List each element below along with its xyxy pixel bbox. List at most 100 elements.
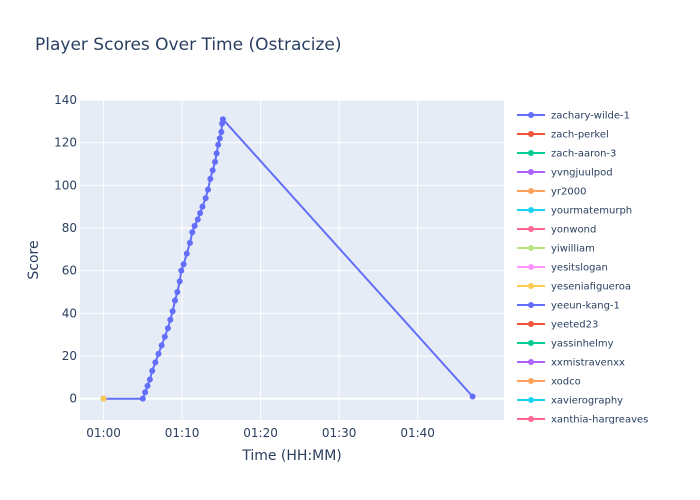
legend-marker: [528, 188, 534, 194]
legend-marker: [528, 378, 534, 384]
legend-label: xanthia-hargreaves: [551, 415, 648, 426]
data-point[interactable]: [178, 267, 185, 274]
data-point[interactable]: [167, 316, 174, 323]
legend-label: xavierography: [551, 396, 623, 407]
y-tick-label: 0: [69, 392, 77, 406]
grid: [80, 99, 504, 420]
legend-marker: [528, 302, 534, 308]
legend-item[interactable]: yr2000: [517, 187, 586, 198]
legend-item[interactable]: xxmistravenxx: [517, 358, 625, 369]
legend-label: zach-perkel: [551, 130, 609, 141]
data-point[interactable]: [219, 116, 226, 123]
legend-item[interactable]: yvngjuulpod: [517, 168, 613, 179]
legend-marker: [528, 207, 534, 213]
x-tick-label: 01:20: [243, 426, 278, 440]
data-point[interactable]: [183, 250, 190, 257]
data-point[interactable]: [212, 158, 219, 165]
legend-item[interactable]: xanthia-hargreaves: [517, 415, 648, 426]
x-tick-label: 01:00: [86, 426, 121, 440]
y-tick-label: 60: [62, 264, 77, 278]
data-point[interactable]: [172, 297, 179, 304]
data-point[interactable]: [209, 167, 216, 174]
data-point[interactable]: [197, 210, 204, 217]
legend-item[interactable]: zachary-wilde-1: [517, 111, 630, 122]
legend-item[interactable]: yassinhelmy: [517, 339, 614, 350]
data-point[interactable]: [191, 222, 198, 229]
data-point[interactable]: [169, 308, 176, 315]
y-tick-label: 140: [54, 93, 77, 107]
data-point[interactable]: [158, 342, 165, 349]
legend-item[interactable]: yeeted23: [517, 320, 598, 331]
data-point[interactable]: [207, 175, 214, 182]
data-point[interactable]: [164, 325, 171, 332]
x-tick-label: 01:10: [165, 426, 200, 440]
x-tick-label: 01:30: [322, 426, 357, 440]
series-yeseniafigueroa[interactable]: [100, 395, 107, 402]
legend-label: yr2000: [551, 187, 586, 198]
data-point[interactable]: [144, 382, 151, 389]
legend-item[interactable]: yeeun-kang-1: [517, 301, 620, 312]
data-point[interactable]: [155, 350, 162, 357]
legend-marker: [528, 245, 534, 251]
legend-label: yvngjuulpod: [551, 168, 613, 179]
legend-marker: [528, 169, 534, 175]
legend-marker: [528, 359, 534, 365]
legend-label: xodco: [551, 377, 581, 388]
legend-item[interactable]: yourmatemurph: [517, 206, 632, 217]
legend-label: yassinhelmy: [551, 339, 614, 350]
y-tick-label: 100: [54, 178, 77, 192]
data-point[interactable]: [194, 216, 201, 223]
legend-marker: [528, 321, 534, 327]
data-point[interactable]: [149, 367, 156, 374]
legend-marker: [528, 131, 534, 137]
y-tick-label: 80: [62, 221, 77, 235]
y-tick-labels: 0 20 40 60 80 100 120 140: [54, 93, 77, 406]
data-point[interactable]: [100, 395, 107, 402]
legend-label: yeeun-kang-1: [551, 301, 620, 312]
legend-item[interactable]: xavierography: [517, 396, 623, 407]
legend-item[interactable]: yesitslogan: [517, 263, 608, 274]
legend-label: yiwilliam: [551, 244, 595, 255]
data-point[interactable]: [180, 261, 187, 268]
x-axis-title: Time (HH:MM): [241, 448, 342, 464]
data-point[interactable]: [186, 239, 193, 246]
legend-item[interactable]: yiwilliam: [517, 244, 595, 255]
data-point[interactable]: [152, 359, 159, 366]
legend-item[interactable]: zach-perkel: [517, 130, 609, 141]
x-tick-labels: 01:00 01:10 01:20 01:30 01:40: [86, 426, 435, 440]
data-point[interactable]: [215, 141, 222, 148]
legend-label: zachary-wilde-1: [551, 111, 630, 122]
data-point[interactable]: [174, 289, 181, 295]
series-zachary-wilde-1[interactable]: [100, 116, 476, 402]
data-point[interactable]: [146, 376, 153, 383]
data-point[interactable]: [204, 186, 211, 193]
data-point[interactable]: [216, 135, 223, 142]
data-point[interactable]: [213, 150, 220, 157]
y-axis-title: Score: [26, 240, 42, 279]
legend-label: yeeted23: [551, 320, 598, 331]
data-point[interactable]: [218, 129, 225, 135]
legend-item[interactable]: zach-aaron-3: [517, 149, 616, 160]
data-point[interactable]: [202, 195, 209, 202]
legend-label: yeseniafigueroa: [551, 282, 631, 293]
legend[interactable]: zachary-wilde-1 zach-perkel zach-aaron-3 yv…: [517, 111, 648, 426]
chart-title: Player Scores Over Time (Ostracize): [35, 35, 342, 55]
series-layer: [100, 116, 476, 402]
data-point[interactable]: [139, 395, 146, 402]
data-point[interactable]: [176, 278, 183, 285]
data-point[interactable]: [142, 389, 149, 396]
data-point[interactable]: [199, 203, 206, 210]
data-point[interactable]: [161, 333, 168, 340]
legend-label: zach-aaron-3: [551, 149, 616, 160]
legend-label: yesitslogan: [551, 263, 608, 274]
legend-marker: [528, 264, 534, 270]
data-point[interactable]: [469, 393, 476, 400]
data-point[interactable]: [189, 229, 196, 236]
legend-item[interactable]: yeseniafigueroa: [517, 282, 631, 293]
legend-marker: [528, 283, 534, 289]
legend-item[interactable]: xodco: [517, 377, 581, 388]
legend-item[interactable]: yonwond: [517, 225, 596, 236]
legend-marker: [528, 416, 534, 422]
legend-marker: [528, 112, 534, 118]
legend-marker: [528, 397, 534, 403]
